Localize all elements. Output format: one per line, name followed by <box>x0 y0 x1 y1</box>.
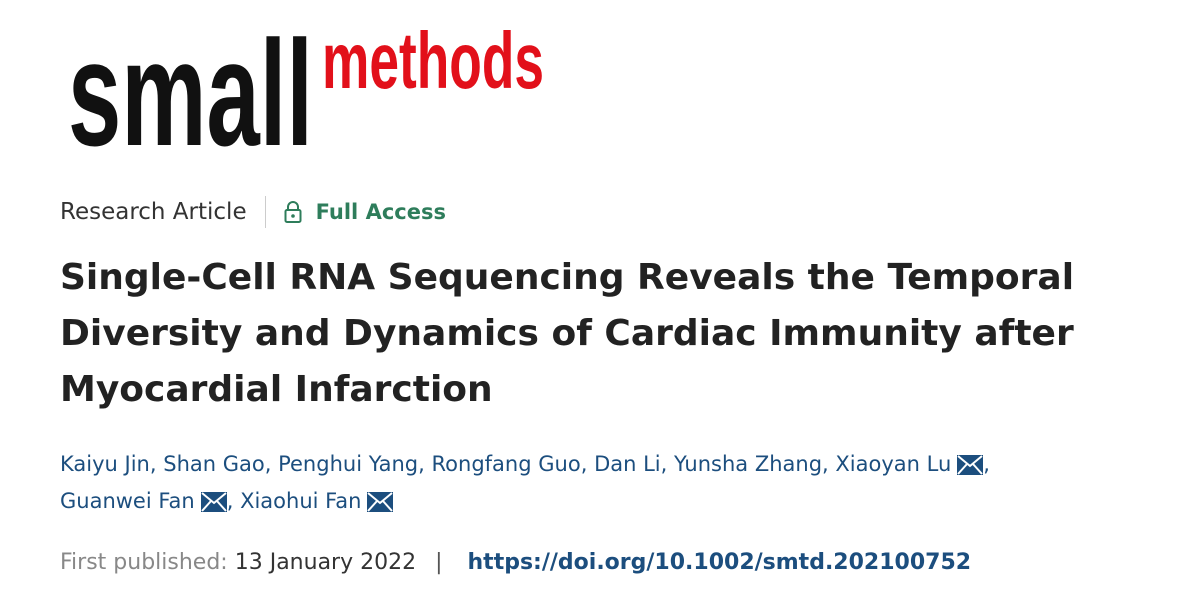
published-label: First published: <box>60 550 228 575</box>
author-name[interactable]: Xiaoyan Lu <box>835 452 952 476</box>
author-separator: , <box>580 452 588 476</box>
author-separator: , <box>822 452 829 476</box>
author: Rongfang Guo, <box>432 452 588 476</box>
logo-methods: methods <box>322 16 544 105</box>
author: Xiaohui Fan <box>240 489 394 513</box>
author-list: Kaiyu Jin, Shan Gao, Penghui Yang, Rongf… <box>60 446 1150 520</box>
author-separator: , <box>264 452 272 476</box>
author-name[interactable]: Xiaohui Fan <box>240 489 362 513</box>
author-separator: , <box>149 452 157 476</box>
author-separator: , <box>660 452 668 476</box>
email-icon[interactable] <box>957 455 984 475</box>
author-separator: , <box>418 452 425 476</box>
access-badge: Full Access <box>284 200 446 224</box>
author-name[interactable]: Yunsha Zhang <box>674 452 823 476</box>
author: Guanwei Fan, <box>60 489 233 513</box>
journal-logo: small methods <box>68 10 544 160</box>
author: Dan Li, <box>594 452 667 476</box>
author-separator: , <box>983 452 990 476</box>
lock-icon <box>284 201 302 223</box>
article-type: Research Article <box>60 199 247 225</box>
author-name[interactable]: Rongfang Guo <box>431 452 581 476</box>
email-icon[interactable] <box>367 492 394 512</box>
access-label: Full Access <box>315 200 446 224</box>
author-separator: , <box>226 489 234 513</box>
author: Shan Gao, <box>163 452 271 476</box>
author-name[interactable]: Penghui Yang <box>278 452 419 476</box>
author: Yunsha Zhang, <box>674 452 829 476</box>
author-name[interactable]: Kaiyu Jin <box>60 452 150 476</box>
author-name[interactable]: Shan Gao <box>163 452 265 476</box>
email-icon[interactable] <box>200 492 227 512</box>
article-title: Single-Cell RNA Sequencing Reveals the T… <box>60 257 1075 410</box>
publication-info: First published: 13 January 2022 | https… <box>60 550 971 575</box>
author: Penghui Yang, <box>278 452 425 476</box>
logo-small: small <box>68 10 313 160</box>
published-date: 13 January 2022 <box>234 550 417 575</box>
doi-link[interactable]: https://doi.org/10.1002/smtd.202100752 <box>467 550 972 575</box>
author: Xiaoyan Lu, <box>835 452 990 476</box>
author-name[interactable]: Guanwei Fan <box>60 489 195 513</box>
article-meta: Research Article Full Access <box>60 194 446 230</box>
author-name[interactable]: Dan Li <box>594 452 661 476</box>
divider <box>264 196 266 228</box>
separator: | <box>435 550 443 575</box>
author: Kaiyu Jin, <box>60 452 157 476</box>
